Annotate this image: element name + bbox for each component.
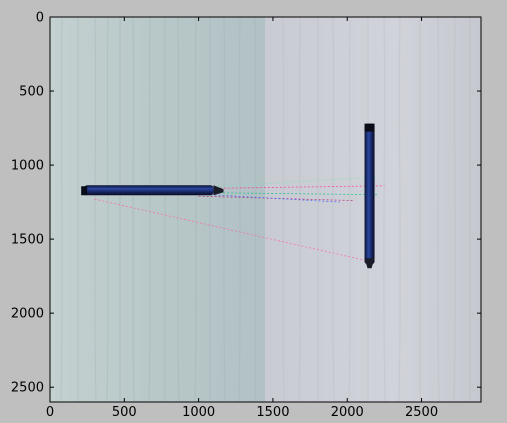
grain-line <box>453 17 456 402</box>
grain-line <box>348 17 351 402</box>
grain-line <box>282 17 285 402</box>
x-tick-label: 1500 <box>256 405 289 420</box>
grain-line <box>238 17 241 402</box>
y-tick-label: 500 <box>19 85 44 100</box>
x-tick-label: 2500 <box>405 405 438 420</box>
y-tick-label: 2000 <box>11 307 44 322</box>
x-tick-label: 0 <box>46 405 54 420</box>
axes-frame <box>49 16 482 403</box>
left-board-image <box>50 17 265 402</box>
match-line <box>94 198 370 262</box>
x-tick-label: 2000 <box>331 405 364 420</box>
grain-line <box>223 17 226 402</box>
x-tick-label: 1000 <box>182 405 215 420</box>
grain-line <box>398 17 401 402</box>
y-axis-ticks: 0 500 1000 1500 2000 2500 <box>11 11 481 396</box>
right-pen-tip <box>364 258 375 269</box>
left-pen-end <box>81 186 88 196</box>
left-pen-tip <box>213 185 224 196</box>
grain-line <box>298 17 301 402</box>
match-line <box>206 176 377 188</box>
pens <box>81 123 375 269</box>
image-panel <box>50 17 481 402</box>
grain-line <box>332 17 335 402</box>
y-tick-label: 1500 <box>11 233 44 248</box>
x-axis-ticks: 0 500 1000 1500 2000 2500 <box>46 17 438 420</box>
y-tick-label: 0 <box>36 11 44 26</box>
left-pen <box>84 185 214 196</box>
match-line <box>210 194 340 203</box>
y-tick-label: 2500 <box>11 381 44 396</box>
grain-line <box>60 17 63 402</box>
x-tick-label: 500 <box>112 405 137 420</box>
match-line <box>191 192 377 196</box>
right-pen <box>364 123 375 265</box>
y-tick-label: 1000 <box>11 159 44 174</box>
grain-line <box>437 17 440 402</box>
grain-line <box>383 17 386 402</box>
right-pen-cap <box>364 123 375 132</box>
